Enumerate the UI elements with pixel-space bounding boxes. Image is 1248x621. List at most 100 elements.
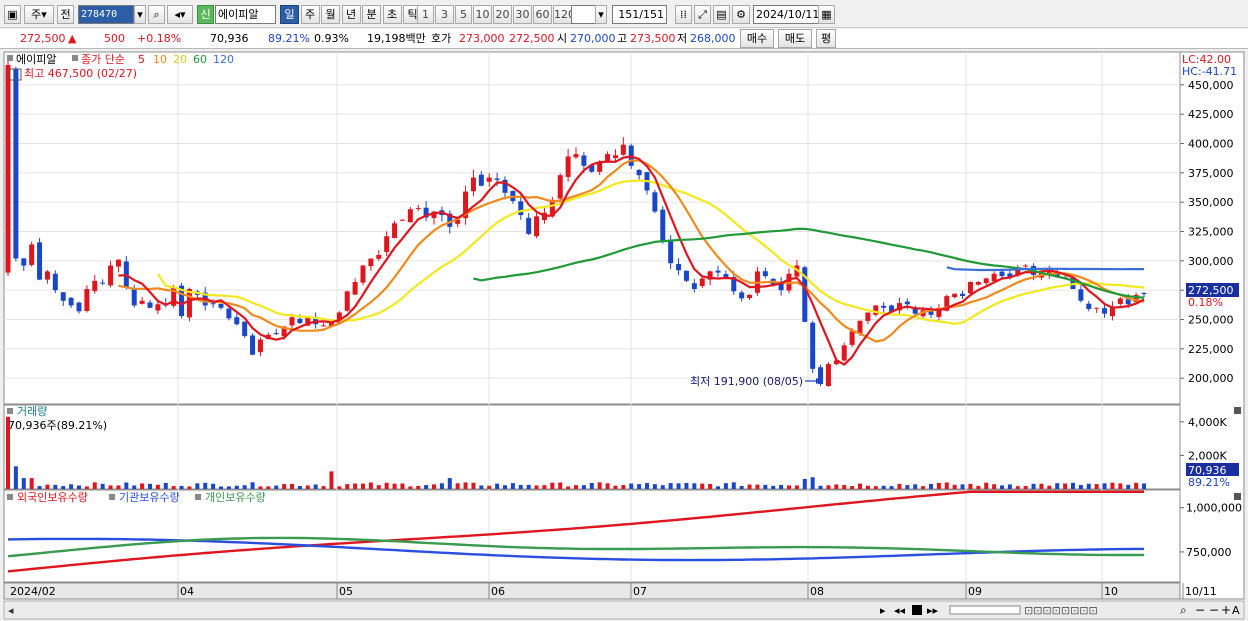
candle-body [573, 154, 579, 158]
period-button[interactable]: 일 [280, 5, 299, 24]
search-icon[interactable]: ⌕ [148, 5, 165, 24]
volume-bar [195, 483, 200, 489]
volume-pane[interactable] [3, 404, 1181, 490]
volume-bar [858, 483, 862, 489]
period-button[interactable]: 분 [362, 5, 381, 24]
tool-icons[interactable]: ⊡⊡⊡⊡⊡⊡⊡⊡ [1024, 604, 1098, 617]
candle-body [257, 339, 263, 353]
font-size-icon[interactable]: A [1232, 604, 1240, 617]
interval-button[interactable]: 120 [553, 5, 575, 24]
volume-bar [321, 486, 326, 489]
expand-icon[interactable]: ⤢ [694, 5, 711, 24]
zoom-slider[interactable] [949, 605, 1021, 615]
candle-body [889, 305, 895, 313]
candle-body [52, 273, 58, 291]
memo-icon[interactable] [9, 68, 22, 81]
holdings-pane[interactable] [3, 489, 1181, 583]
x-tick-label: 08 [810, 585, 824, 598]
x-tick-label: 09 [968, 585, 982, 598]
stock-code-input[interactable]: 278470 [78, 5, 134, 24]
chevron-down-icon[interactable]: ▾ [134, 5, 146, 24]
volume-bar [960, 484, 965, 489]
period-button[interactable]: 년 [341, 5, 361, 24]
date-input[interactable]: 2024/10/11 [753, 5, 819, 24]
candle-body [636, 169, 642, 176]
jeon-button[interactable]: 전 [57, 5, 74, 24]
interval-button[interactable]: 60 [533, 5, 552, 24]
volume-bar [1110, 482, 1115, 489]
candle-body [1007, 273, 1013, 278]
volume-bar [739, 485, 744, 489]
candle-body [13, 69, 19, 259]
candle-body [699, 278, 705, 287]
candle-body [37, 242, 43, 280]
sin-badge[interactable]: 신 [197, 5, 214, 24]
rewind-icon[interactable]: ◂◂ [894, 604, 906, 617]
holdings-close-icon[interactable] [1234, 493, 1241, 500]
candle-body [486, 177, 492, 182]
y-tick-label: 425,000 [1188, 108, 1234, 121]
zoom-out-icon[interactable]: − [1195, 603, 1205, 617]
candle-body [857, 320, 863, 334]
calendar-icon[interactable]: ▦ [818, 5, 835, 24]
candle-body [478, 174, 484, 186]
save-icon[interactable]: ▤ [713, 5, 730, 24]
interval-button[interactable]: 30 [513, 5, 532, 24]
scroll-right-icon[interactable]: ▸ [880, 604, 886, 617]
bid-price: 272,500 [509, 32, 555, 45]
stop-icon[interactable] [912, 605, 922, 615]
interval-button[interactable]: 10 [473, 5, 492, 24]
grid-icon[interactable]: ⁞⁞ [675, 5, 692, 24]
sell-button[interactable]: 매도 [778, 29, 812, 48]
speaker-icon[interactable]: ◂▾ [167, 5, 193, 24]
gear-icon[interactable]: ⚙ [732, 5, 750, 24]
volume-bar [716, 486, 720, 489]
scroll-left-icon[interactable]: ◂ [8, 604, 14, 617]
candle-body [455, 219, 461, 224]
candle-body [683, 270, 689, 281]
volume-bar [1078, 484, 1083, 489]
y-tick-label: 225,000 [1188, 343, 1234, 356]
window-icon[interactable]: ▣ [4, 5, 21, 24]
candle-body [841, 345, 847, 361]
chevron-down-icon[interactable]: ▾ [595, 5, 607, 24]
interval-button[interactable]: 3 [435, 5, 454, 24]
interval-button[interactable]: 1 [417, 5, 434, 24]
volume-bar [787, 485, 791, 489]
candle-body [399, 219, 405, 221]
y-tick-label: 450,000 [1188, 79, 1234, 92]
volume-bar [471, 482, 476, 489]
scrollbar[interactable] [3, 600, 1245, 620]
price-legend: 에이피알 종가 단순 5 10 20 60 120 최고 467,500 (02… [7, 52, 234, 81]
stock-chart[interactable]: 450,000 425,000 400,000 375,000 350,000 325,0… [0, 50, 1248, 621]
volume-bar [613, 485, 618, 489]
market-select[interactable]: 주▾ [24, 5, 54, 24]
period-button[interactable]: 월 [321, 5, 340, 24]
period-button[interactable]: 주 [300, 5, 320, 24]
lc-label: LC:42.00 [1182, 53, 1231, 66]
plus-icon[interactable]: + [1221, 603, 1231, 617]
avg-button[interactable]: 평 [816, 29, 836, 48]
volume-bar [290, 483, 294, 489]
candle-body [376, 254, 382, 259]
candle-body [802, 267, 808, 322]
period-button[interactable]: 초 [382, 5, 402, 24]
price-pane[interactable] [3, 51, 1181, 405]
candle-body [21, 258, 27, 266]
buy-button[interactable]: 매수 [740, 29, 774, 48]
minus-icon[interactable]: − [1209, 603, 1219, 617]
volume-bar [353, 483, 358, 489]
volume-close-icon[interactable] [1234, 407, 1241, 414]
volume-bar [337, 486, 342, 489]
candle-body [1094, 307, 1100, 309]
chevron-down-icon: ▾ [41, 8, 47, 21]
stock-name-field[interactable]: 에이피알 [215, 5, 276, 24]
zoom-icon[interactable]: ⌕ [1180, 603, 1187, 617]
interval-button[interactable]: 20 [493, 5, 512, 24]
volume-bar [692, 483, 697, 489]
volume-bar [92, 482, 97, 489]
candle-body [273, 333, 279, 335]
count-input[interactable]: 151/151 [612, 5, 667, 24]
fast-forward-icon[interactable]: ▸▸ [927, 604, 939, 617]
interval-button[interactable]: 5 [455, 5, 472, 24]
